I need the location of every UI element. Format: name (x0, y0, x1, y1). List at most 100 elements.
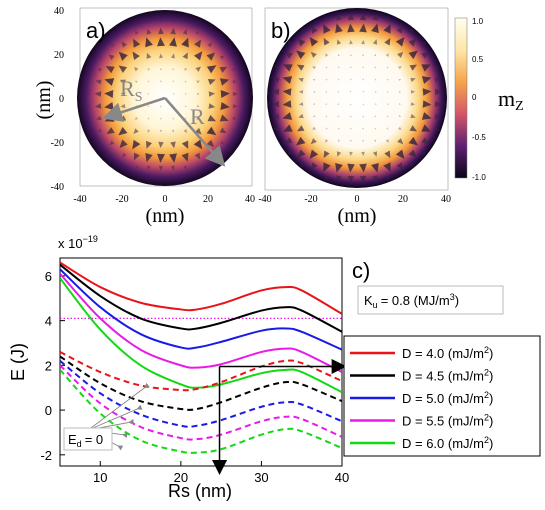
spin-arrow (134, 116, 138, 120)
panel-b-label: b) (271, 18, 291, 43)
ed-box-frame (63, 427, 113, 451)
spin-arrow (207, 114, 217, 122)
spin-arrow (386, 78, 389, 81)
xtick-b-2: 0 (355, 194, 360, 205)
spin-arrow (183, 129, 187, 134)
spin-arrow (282, 64, 293, 72)
ytick-label-0: -2 (40, 448, 52, 463)
spin-arrow (170, 141, 176, 149)
spin-arrow (118, 65, 128, 73)
spin-arrow (160, 117, 162, 120)
spin-arrow (324, 15, 330, 21)
spin-arrow (274, 125, 280, 131)
spin-arrow (219, 140, 224, 145)
spin-arrow (372, 175, 378, 183)
spin-arrow (410, 102, 416, 106)
spin-arrow (282, 76, 293, 84)
spin-arrow (104, 78, 115, 86)
ku-box: Ku = 0.8 (MJ/m3) (357, 285, 504, 315)
spin-arrow (220, 44, 223, 47)
spin-arrow (94, 91, 102, 97)
spin-arrow (434, 125, 440, 131)
cbar-tick-1: 0.5 (472, 55, 484, 64)
series-line-solid-1 (60, 263, 342, 333)
spin-arrow (148, 177, 150, 181)
spin-arrow (244, 92, 248, 96)
scale-factor: x 10−19 (58, 234, 98, 251)
spin-arrow (410, 77, 416, 83)
spin-arrow (386, 91, 389, 93)
spin-arrow (361, 39, 365, 45)
spin-arrow (311, 25, 318, 34)
spin-arrow (160, 80, 162, 83)
spin-arrow (145, 140, 153, 149)
spin-arrows-b (271, 12, 443, 184)
plot-xlabel: Rs (nm) (168, 481, 232, 501)
spin-arrow (134, 93, 138, 95)
spin-arrow (434, 88, 443, 96)
xtick-label-2: 30 (254, 470, 268, 485)
spin-arrow (220, 102, 230, 110)
spin-arrow (434, 100, 443, 108)
spin-arrow (219, 78, 230, 86)
series-line-dashed-0 (60, 351, 342, 392)
spin-arrow (398, 103, 402, 105)
spin-arrow (335, 23, 343, 34)
spin-arrow (374, 53, 376, 57)
panel-a: RS R a) 40 20 0 -20 -40 -40 -20 0 20 40 … (33, 6, 255, 227)
spin-arrow (309, 36, 319, 47)
spin-arrow (172, 80, 174, 83)
spin-arrow (297, 149, 306, 158)
spin-arrow (86, 104, 90, 108)
cbar-tick-0: 1.0 (472, 17, 484, 26)
spin-arrow (183, 19, 187, 23)
spin-arrow (295, 136, 306, 146)
spin-arrow (372, 39, 378, 45)
xtick-a-3: 20 (203, 194, 213, 205)
spin-arrow (86, 69, 90, 71)
colorbar-label: mZ (498, 86, 524, 114)
spin-arrow (336, 175, 342, 183)
spin-arrow (325, 91, 328, 93)
spin-arrow (410, 113, 416, 119)
spin-arrow (184, 80, 187, 83)
spin-arrow (396, 162, 403, 171)
spin-arrow (408, 136, 419, 146)
cbar-tick-2: 0 (472, 93, 477, 102)
spin-arrow (409, 64, 418, 71)
spin-arrow (338, 139, 340, 143)
spin-arrow (219, 127, 227, 134)
spin-arrow (372, 151, 378, 157)
spin-arrow (421, 76, 432, 84)
spin-arrow (118, 126, 128, 136)
ytick-label-4: 6 (45, 269, 52, 284)
spin-arrow (398, 126, 402, 130)
spin-arrow (133, 38, 141, 48)
spin-arrow (170, 165, 176, 171)
spin-arrow (158, 53, 164, 59)
spin-arrow (171, 177, 175, 181)
legend-label-0: D = 4.0 (mJ/m2) (402, 345, 493, 361)
spin-arrow (409, 125, 418, 132)
spin-arrow (181, 140, 189, 150)
spin-arrow (398, 66, 402, 70)
spin-arrow (311, 162, 318, 171)
spin-arrows-a (86, 19, 248, 181)
plot-series (60, 261, 342, 454)
spin-arrow (156, 153, 166, 163)
skyrmion-b (267, 8, 447, 188)
spin-arrow (312, 91, 316, 93)
spin-arrow (160, 105, 162, 108)
spin-arrow (336, 13, 342, 21)
spin-arrow (309, 149, 319, 160)
spin-arrow (374, 127, 377, 130)
spin-arrow (86, 80, 90, 84)
xtick-b-0: -40 (258, 194, 271, 205)
spin-arrow (111, 32, 114, 35)
spin-arrow (362, 127, 364, 130)
spin-arrow (298, 113, 304, 119)
spin-arrow (338, 53, 340, 57)
spin-arrow (208, 91, 216, 97)
spin-arrow (158, 141, 164, 149)
spin-arrow (359, 23, 367, 33)
